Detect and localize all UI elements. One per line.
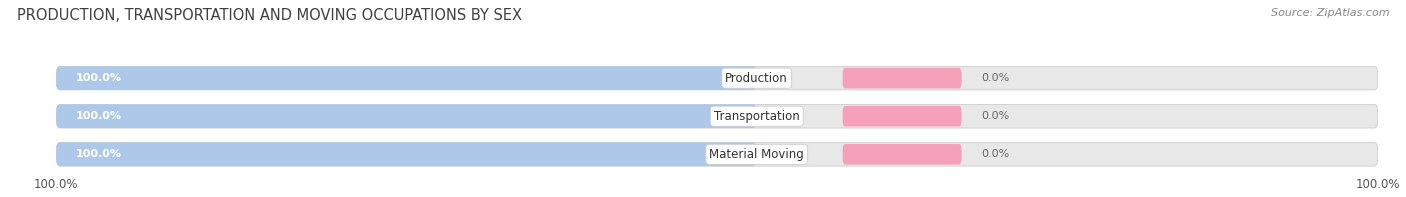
FancyBboxPatch shape	[56, 142, 756, 166]
FancyBboxPatch shape	[56, 142, 1378, 166]
FancyBboxPatch shape	[56, 104, 756, 128]
Text: PRODUCTION, TRANSPORTATION AND MOVING OCCUPATIONS BY SEX: PRODUCTION, TRANSPORTATION AND MOVING OC…	[17, 8, 522, 23]
Text: Transportation: Transportation	[714, 110, 800, 123]
FancyBboxPatch shape	[842, 106, 962, 126]
Text: 0.0%: 0.0%	[981, 73, 1010, 83]
Text: 0.0%: 0.0%	[981, 149, 1010, 159]
Text: Material Moving: Material Moving	[710, 148, 804, 161]
FancyBboxPatch shape	[56, 104, 1378, 128]
Text: Production: Production	[725, 72, 789, 85]
Text: 100.0%: 100.0%	[76, 73, 122, 83]
Text: 100.0%: 100.0%	[76, 149, 122, 159]
FancyBboxPatch shape	[56, 66, 1378, 90]
FancyBboxPatch shape	[842, 144, 962, 165]
Text: 100.0%: 100.0%	[76, 111, 122, 121]
FancyBboxPatch shape	[56, 66, 756, 90]
FancyBboxPatch shape	[842, 68, 962, 88]
Text: Source: ZipAtlas.com: Source: ZipAtlas.com	[1271, 8, 1389, 18]
Text: 0.0%: 0.0%	[981, 111, 1010, 121]
